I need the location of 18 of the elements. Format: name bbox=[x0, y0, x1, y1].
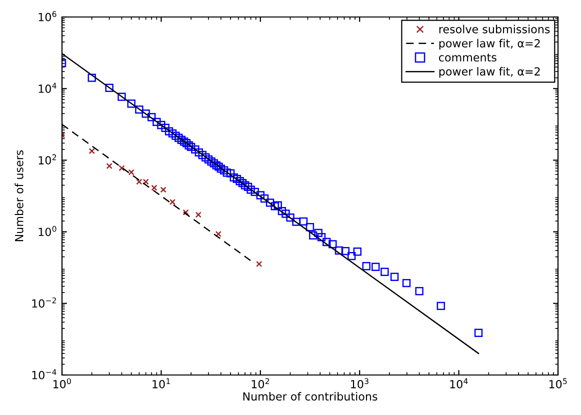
x-tick-label: 10$^{1}$ bbox=[152, 378, 170, 388]
legend-label: power law fit, α=2 bbox=[439, 67, 540, 78]
y-tick-label: 10$^{−4}$ bbox=[32, 369, 56, 380]
x-tick-label: 10$^{2}$ bbox=[252, 378, 270, 388]
y-tick-label: 10$^{6}$ bbox=[38, 11, 56, 22]
y-tick-label: 10$^{4}$ bbox=[38, 82, 56, 93]
x-tick-label: 10$^{4}$ bbox=[450, 378, 468, 388]
x-tick-label: 10$^{0}$ bbox=[53, 378, 71, 388]
y-axis-title: Number of users bbox=[14, 150, 24, 242]
legend-label: comments bbox=[438, 54, 496, 62]
legend-label: resolve submissions bbox=[439, 24, 550, 34]
y-tick-label: 10$^{0}$ bbox=[38, 226, 56, 236]
x-tick-label: 10$^{5}$ bbox=[549, 378, 567, 388]
x-axis-title: Number of contributions bbox=[243, 392, 378, 401]
legend-label: power law fit, α=2 bbox=[439, 38, 540, 50]
y-tick-label: 10$^{2}$ bbox=[38, 154, 56, 164]
y-tick-label: 10$^{−2}$ bbox=[32, 298, 56, 308]
x-tick-label: 10$^{3}$ bbox=[351, 378, 368, 388]
